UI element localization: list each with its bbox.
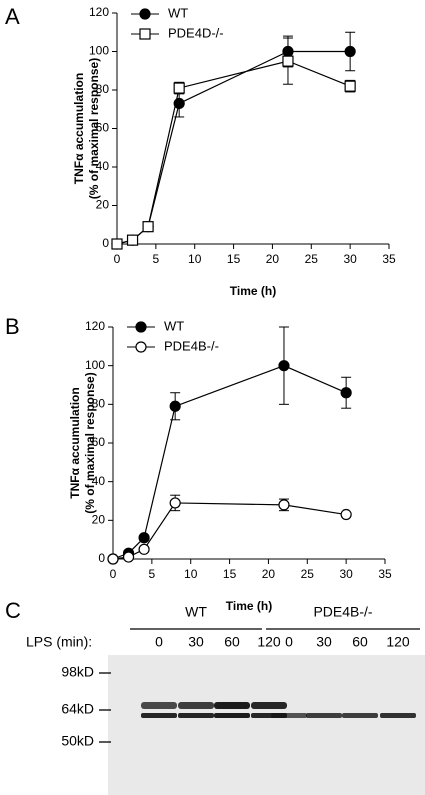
y-tick-label: 100 bbox=[85, 358, 105, 372]
x-axis-title: Time (h) bbox=[226, 599, 272, 613]
y-axis-title: (% of maximal response) bbox=[83, 372, 97, 513]
lane-label: 0 bbox=[155, 634, 163, 650]
x-tick-label: 5 bbox=[149, 567, 156, 581]
data-point bbox=[138, 532, 150, 544]
band bbox=[380, 713, 416, 718]
group-label: WT bbox=[185, 604, 207, 620]
x-tick-label: 10 bbox=[184, 567, 198, 581]
band bbox=[178, 713, 214, 718]
blot-background bbox=[108, 655, 425, 795]
band bbox=[306, 713, 342, 718]
x-tick-label: 20 bbox=[262, 567, 276, 581]
band bbox=[141, 702, 177, 709]
data-point bbox=[282, 45, 294, 58]
legend-marker bbox=[135, 321, 147, 333]
x-tick-label: 35 bbox=[378, 567, 392, 581]
data-point bbox=[126, 234, 139, 246]
data-point bbox=[278, 360, 290, 372]
data-point bbox=[169, 400, 181, 412]
data-point bbox=[122, 551, 135, 563]
panel-label: C bbox=[5, 598, 21, 623]
size-marker: 98kD bbox=[61, 664, 94, 680]
data-point bbox=[282, 55, 294, 67]
x-tick-label: 25 bbox=[305, 252, 319, 266]
data-point bbox=[340, 508, 352, 521]
data-point bbox=[344, 80, 356, 92]
band bbox=[178, 702, 214, 709]
series-line bbox=[112, 365, 347, 560]
row-label: LPS (min): bbox=[26, 634, 92, 650]
data-point bbox=[107, 553, 119, 565]
y-tick-label: 120 bbox=[89, 5, 109, 19]
y-tick-label: 120 bbox=[85, 319, 105, 333]
legend-label: WT bbox=[164, 318, 184, 333]
data-point bbox=[340, 387, 352, 399]
band bbox=[251, 702, 287, 709]
series-line bbox=[116, 50, 351, 245]
y-tick-label: 40 bbox=[96, 159, 110, 173]
data-point bbox=[142, 221, 154, 233]
x-axis-title: Time (h) bbox=[230, 284, 276, 298]
band bbox=[214, 713, 250, 718]
x-tick-label: 15 bbox=[223, 567, 237, 581]
lane-label: 60 bbox=[224, 634, 240, 650]
legend-label: PDE4D-/- bbox=[168, 25, 224, 40]
lane-label: 60 bbox=[352, 634, 368, 650]
legend-marker bbox=[135, 341, 147, 353]
lane-label: 30 bbox=[188, 634, 204, 650]
y-tick-label: 20 bbox=[92, 513, 106, 527]
y-axis-title: TNFα accumulation bbox=[68, 387, 82, 498]
data-point bbox=[169, 497, 181, 509]
y-tick-label: 0 bbox=[102, 236, 109, 250]
x-tick-label: 35 bbox=[382, 252, 396, 266]
y-tick-label: 80 bbox=[92, 397, 106, 411]
data-point bbox=[344, 45, 356, 58]
lane-label: 120 bbox=[257, 634, 281, 650]
series-line bbox=[116, 60, 351, 245]
x-tick-label: 0 bbox=[110, 567, 117, 581]
band bbox=[342, 713, 378, 718]
size-marker: 50kD bbox=[61, 733, 94, 749]
x-tick-label: 5 bbox=[153, 252, 160, 266]
band bbox=[214, 702, 250, 709]
lane-label: 30 bbox=[316, 634, 332, 650]
y-tick-label: 40 bbox=[92, 474, 106, 488]
group-label: PDE4B-/- bbox=[313, 604, 372, 620]
y-tick-label: 60 bbox=[96, 121, 110, 135]
y-axis-title: (% of maximal response) bbox=[87, 58, 101, 199]
data-point bbox=[173, 82, 185, 94]
y-tick-label: 0 bbox=[98, 551, 105, 565]
lane-label: 0 bbox=[285, 634, 293, 650]
x-tick-label: 30 bbox=[339, 567, 353, 581]
panel-label: A bbox=[5, 4, 20, 29]
x-tick-label: 30 bbox=[343, 252, 357, 266]
x-tick-label: 15 bbox=[227, 252, 241, 266]
legend-marker bbox=[139, 28, 151, 40]
x-tick-label: 25 bbox=[301, 567, 315, 581]
band bbox=[141, 713, 177, 718]
x-tick-label: 20 bbox=[266, 252, 280, 266]
band bbox=[271, 713, 307, 718]
x-tick-label: 10 bbox=[188, 252, 202, 266]
legend-label: WT bbox=[168, 5, 188, 20]
y-tick-label: 20 bbox=[96, 198, 110, 212]
legend-marker bbox=[139, 8, 151, 20]
x-tick-label: 0 bbox=[114, 252, 121, 266]
y-tick-label: 60 bbox=[92, 435, 106, 449]
y-tick-label: 80 bbox=[96, 82, 110, 96]
size-marker: 64kD bbox=[61, 701, 94, 717]
data-point bbox=[278, 499, 290, 511]
legend-label: PDE4B-/- bbox=[164, 338, 219, 353]
data-point bbox=[111, 238, 123, 250]
data-point bbox=[138, 543, 150, 555]
panel-label: B bbox=[5, 314, 20, 339]
y-axis-title: TNFα accumulation bbox=[72, 73, 86, 184]
y-tick-label: 100 bbox=[89, 44, 109, 58]
data-point bbox=[173, 97, 185, 110]
lane-label: 120 bbox=[386, 634, 410, 650]
